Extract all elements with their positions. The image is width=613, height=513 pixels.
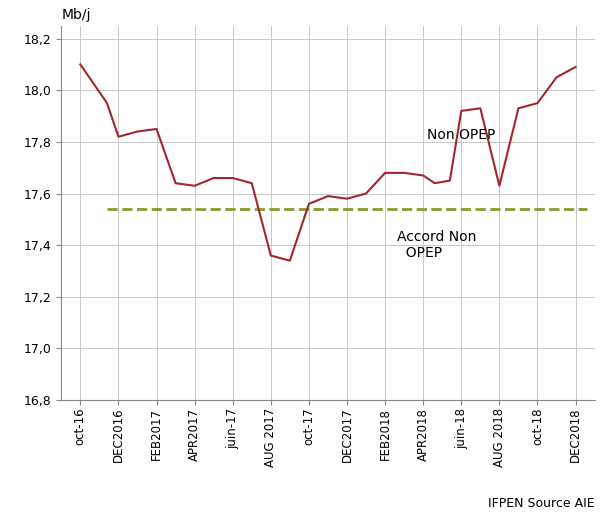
Text: Accord Non
  OPEP: Accord Non OPEP <box>397 230 476 260</box>
Text: Non OPEP: Non OPEP <box>427 128 495 142</box>
Text: IFPEN Source AIE: IFPEN Source AIE <box>488 498 595 510</box>
Text: Mb/j: Mb/j <box>61 8 91 22</box>
